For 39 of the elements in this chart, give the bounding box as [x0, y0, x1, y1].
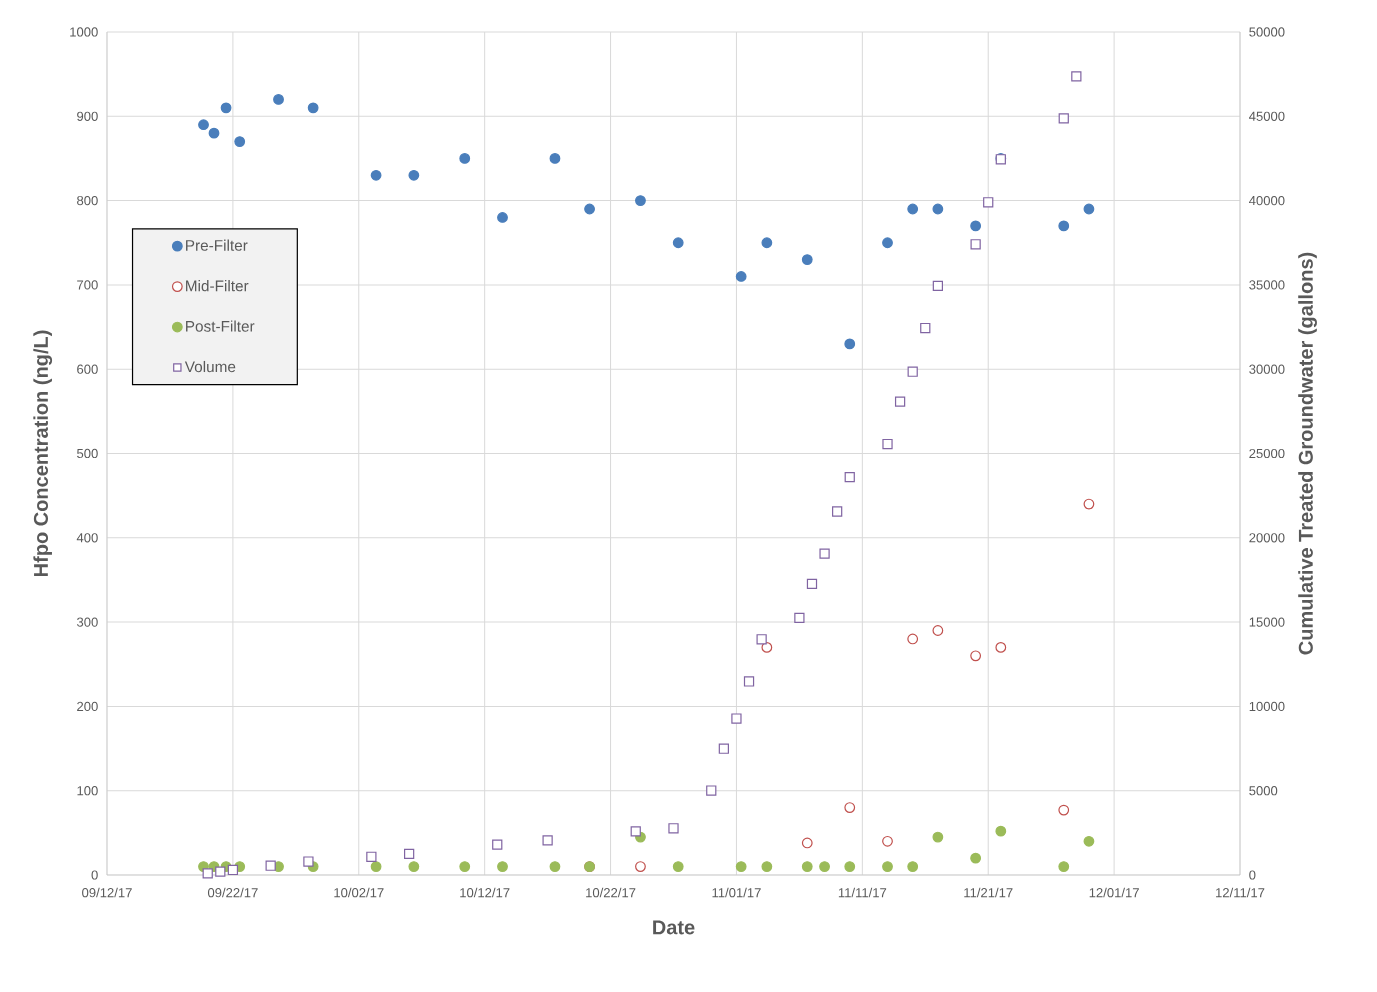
y-tick-label: 800	[77, 195, 98, 206]
y2-tick-label: 45000	[1249, 111, 1285, 121]
x-tick-label: 12/11/17	[1216, 887, 1265, 898]
y2-tick-label: 10000	[1249, 701, 1285, 712]
x-tick-label: 11/11/17	[838, 887, 887, 898]
legend-label: Post-Filter	[186, 320, 255, 332]
y2-tick-label: 40000	[1249, 195, 1285, 206]
y2-tick-label: 5000	[1249, 786, 1278, 796]
x-tick-label: 11/01/17	[712, 887, 761, 898]
x-tick-label: 09/12/17	[82, 887, 132, 898]
y2-tick-label: 30000	[1249, 364, 1285, 374]
x-tick-label: 10/22/17	[586, 887, 636, 898]
y-tick-label: 200	[77, 701, 98, 712]
y2-tick-label: 15000	[1249, 617, 1285, 627]
y2-tick-label: 50000	[1249, 27, 1285, 37]
y2-tick-label: 35000	[1249, 280, 1285, 290]
y2-tick-label: 0	[1249, 870, 1256, 880]
x-tick-label: 12/01/17	[1089, 887, 1139, 898]
y-tick-label: 900	[77, 111, 98, 121]
y2-tick-label: 20000	[1249, 533, 1285, 543]
legend-label: Volume	[184, 360, 236, 373]
x-axis-title: Date	[653, 920, 695, 935]
y-tick-label: 700	[77, 280, 98, 290]
y-tick-label: 1000	[70, 27, 98, 37]
y-tick-label: 0	[91, 870, 98, 880]
y-tick-label: 600	[77, 364, 98, 374]
y-axis-title: Hfpo Concentration (ng/L)	[33, 330, 53, 577]
y-tick-label: 300	[76, 617, 98, 627]
y-tick-label: 400	[76, 533, 98, 543]
x-tick-label: 10/12/17	[460, 887, 510, 898]
y-tick-label: 100	[77, 786, 98, 796]
y2-tick-label: 25000	[1249, 448, 1285, 459]
legend-label: Pre-Filter	[186, 239, 248, 251]
x-tick-label: 11/21/17	[964, 887, 1013, 898]
y2-axis-title: Cumulative Treated Groundwater (gallons)	[1298, 252, 1317, 655]
x-tick-label: 10/02/17	[334, 887, 384, 898]
legend-label: Mid-Filter	[186, 280, 249, 292]
y-tick-label: 500	[77, 448, 98, 459]
x-tick-label: 09/22/17	[207, 887, 258, 898]
